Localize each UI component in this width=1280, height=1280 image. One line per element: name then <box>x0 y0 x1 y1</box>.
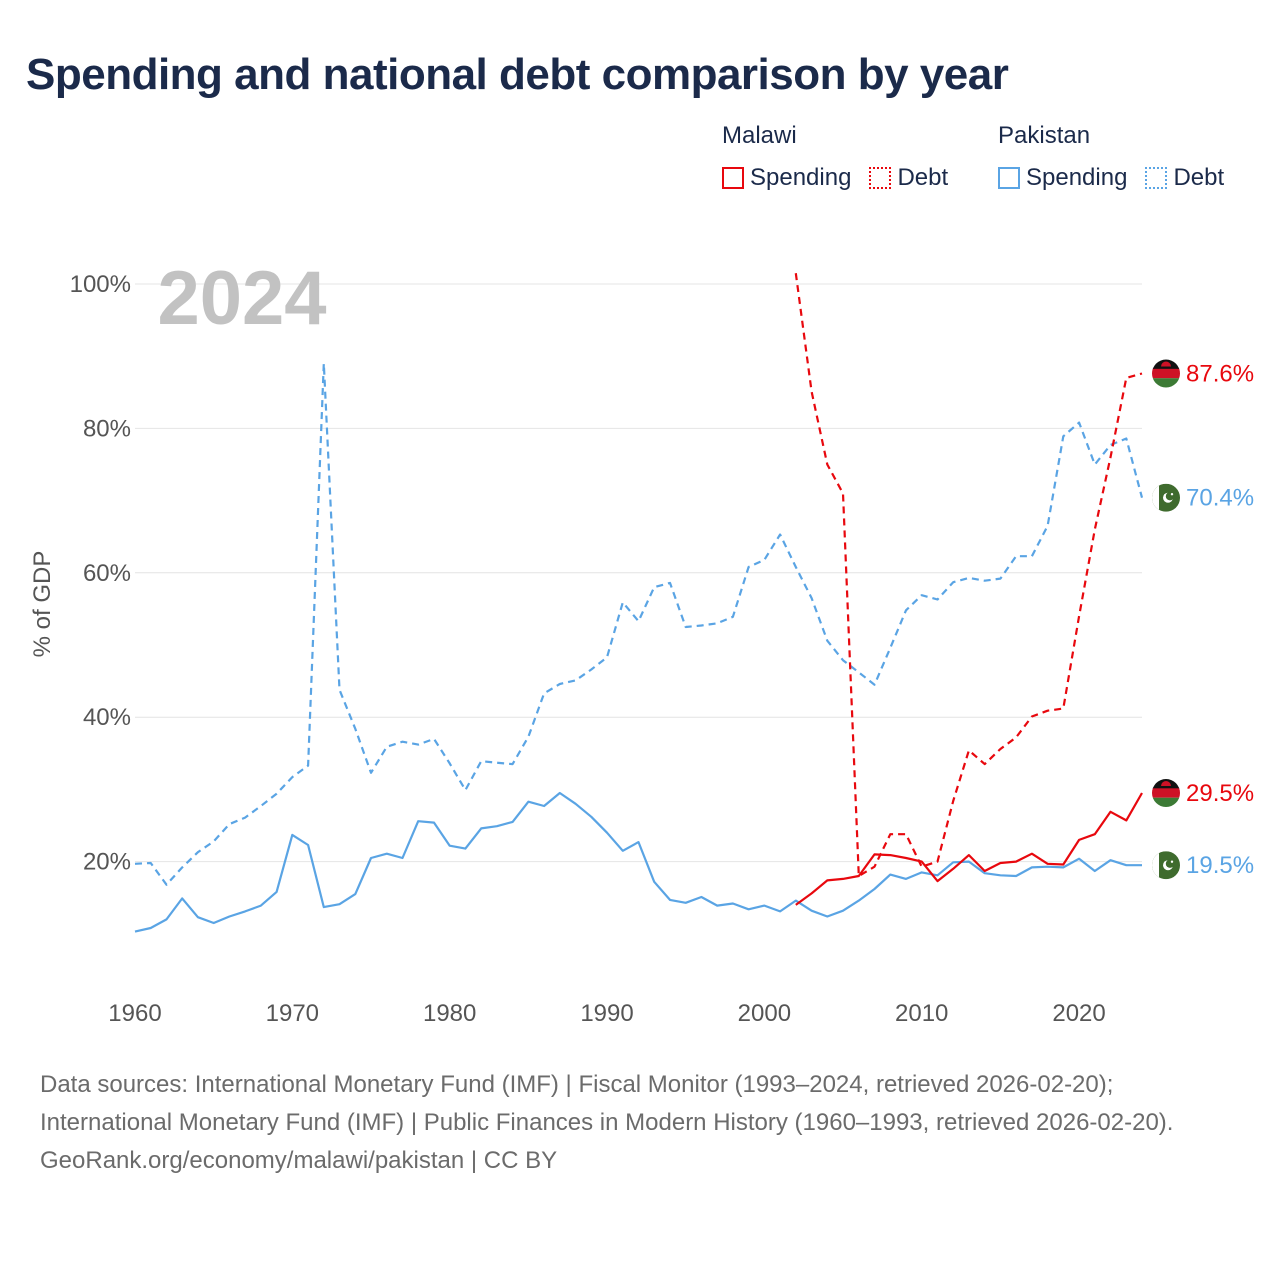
y-tick-label: 20% <box>83 849 131 876</box>
footer: Data sources: International Monetary Fun… <box>40 1066 1240 1180</box>
legend-swatch-solid <box>722 167 744 189</box>
legend-swatch-dotted <box>869 167 892 189</box>
legend-label: Debt <box>897 164 949 191</box>
x-axis-ticks: 1960 1970 1980 1990 2000 2010 2020 <box>108 1000 1105 1027</box>
pakistan-flag-icon <box>1152 483 1180 512</box>
malawi-flag-icon <box>1152 779 1180 808</box>
end-value-label: 29.5% <box>1186 780 1254 807</box>
x-tick-label: 1970 <box>266 1000 319 1027</box>
legend-group-pakistan: Pakistan Spending Debt <box>998 122 1224 192</box>
end-marker-malawi-spending: 29.5% <box>1152 779 1254 808</box>
y-tick-label: 60% <box>83 560 131 587</box>
legend-label: Spending <box>1026 164 1128 191</box>
x-tick-label: 2020 <box>1052 1000 1105 1027</box>
legend-swatch-dotted <box>1145 167 1168 189</box>
line-chart: 2024 20% 40% 60% 80% 100% 1960 1970 1980 1990 20… <box>29 256 1254 1027</box>
y-tick-label: 80% <box>83 415 131 442</box>
end-marker-malawi-debt: 87.6% <box>1152 359 1254 388</box>
x-tick-label: 1990 <box>580 1000 633 1027</box>
end-value-label: 70.4% <box>1186 485 1254 512</box>
legend-group-name: Pakistan <box>998 122 1091 149</box>
y-tick-label: 40% <box>83 704 131 731</box>
legend-label: Spending <box>750 164 852 191</box>
x-tick-label: 1980 <box>423 1000 476 1027</box>
end-marker-pakistan-spending: 19.5% <box>1152 851 1254 880</box>
end-value-label: 87.6% <box>1186 361 1254 388</box>
y-tick-label: 100% <box>70 271 131 298</box>
series-line-pakistan-spending[interactable] <box>134 791 1142 933</box>
series-line-malawi-debt[interactable] <box>794 273 1143 878</box>
end-marker-pakistan-debt: 70.4% <box>1152 483 1254 512</box>
y-axis-ticks: 20% 40% 60% 80% 100% <box>70 271 131 876</box>
series-line-malawi-spending[interactable] <box>795 792 1143 906</box>
legend-item-pakistan-debt[interactable]: Debt <box>1145 164 1224 192</box>
end-value-label: 19.5% <box>1186 852 1254 879</box>
end-markers: 70.4% 19.5% 87.6% 29.5% <box>1152 359 1254 880</box>
legend-group-name: Malawi <box>722 122 797 149</box>
x-tick-label: 2000 <box>738 1000 791 1027</box>
x-tick-label: 2010 <box>895 1000 948 1027</box>
legend-item-malawi-spending[interactable]: Spending <box>722 164 851 192</box>
y-axis-label: % of GDP <box>29 551 56 658</box>
malawi-flag-icon <box>1152 359 1180 388</box>
year-watermark: 2024 <box>157 256 326 341</box>
legend-item-malawi-debt[interactable]: Debt <box>869 164 948 192</box>
series-line-pakistan-debt[interactable] <box>134 362 1144 886</box>
credit-link[interactable]: GeoRank.org/economy/malawi/pakistan | CC… <box>40 1147 558 1174</box>
legend-label: Debt <box>1173 164 1225 191</box>
pakistan-flag-icon <box>1152 851 1180 880</box>
series-lines <box>134 273 1144 933</box>
chart-title: Spending and national debt comparison by… <box>26 50 1009 99</box>
legend-swatch-solid <box>998 167 1020 189</box>
legend-group-malawi: Malawi Spending Debt <box>722 122 948 192</box>
gridlines <box>135 283 1142 863</box>
data-sources: Data sources: International Monetary Fun… <box>40 1071 1174 1136</box>
legend-item-pakistan-spending[interactable]: Spending <box>998 164 1127 192</box>
x-tick-label: 1960 <box>108 1000 161 1027</box>
